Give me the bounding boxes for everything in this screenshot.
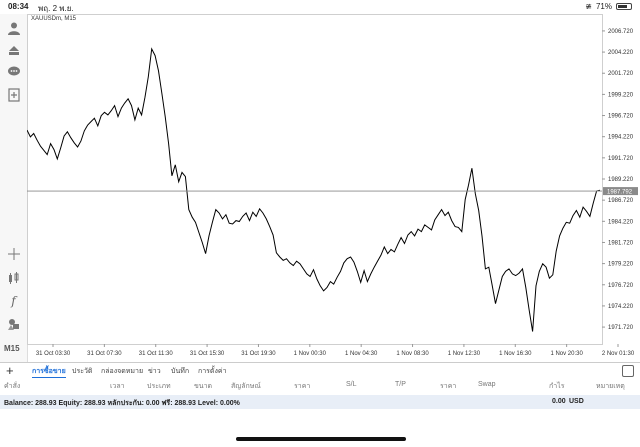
x-tick-label: 1 Nov 00:30 [294, 351, 327, 357]
timeframe-label[interactable]: M15 [4, 344, 20, 353]
price-chart[interactable]: XAUUSDm, M15 2006.720 2004.220 2001.720 199… [26, 14, 640, 362]
y-tick-label: 1994.220 [608, 135, 634, 141]
y-tick-label: 2001.720 [608, 71, 634, 77]
balance-text: Balance: 288.93 Equity: 288.93 หลักประกั… [4, 400, 240, 407]
tab-trade[interactable]: การซื้อขาย [32, 366, 66, 378]
add-icon[interactable]: + [6, 363, 14, 378]
tab-journal[interactable]: บันทึก [171, 368, 190, 375]
battery-percent: 71% [595, 2, 612, 11]
y-tick-label: 1996.720 [608, 114, 634, 120]
y-tick-label: 1986.720 [608, 198, 634, 204]
status-bar: 08:34 พฤ. 2 พ.ย. ≇ 71% [0, 0, 640, 14]
y-tick-label: 1999.220 [608, 92, 634, 98]
y-tick-label: 1984.220 [608, 219, 634, 225]
header-volume: ขนาด [194, 383, 213, 390]
chat-icon[interactable] [4, 62, 23, 81]
new-order-icon[interactable] [4, 85, 23, 104]
y-tick-label: 1976.720 [608, 283, 634, 289]
current-price-label: 1987.792 [607, 189, 633, 195]
bottom-tabs: + การซื้อขาย ประวัติ กล่องจดหมาย ข่าว บั… [0, 362, 640, 378]
x-tick-label: 1 Nov 12:30 [448, 351, 481, 357]
status-right: ≇ 71% [585, 2, 632, 11]
header-symbol: สัญลักษณ์ [231, 383, 261, 390]
crosshair-icon[interactable] [4, 244, 23, 263]
y-tick-label: 2006.720 [608, 29, 634, 35]
header-time: เวลา [110, 383, 125, 390]
tab-news[interactable]: ข่าว [148, 368, 161, 375]
plot-frame [27, 14, 603, 345]
x-tick-label: 2 Nov 01:30 [602, 351, 635, 357]
objects-icon[interactable] [4, 314, 23, 333]
x-tick-label: 31 Oct 15:30 [190, 351, 225, 357]
header-tp: T/P [395, 381, 406, 388]
balance-currency: USD [569, 398, 584, 405]
chart-type-icon[interactable] [4, 268, 23, 287]
chart-symbol: XAUUSDm, M15 [31, 16, 77, 22]
header-profit: กำไร [549, 383, 565, 390]
balance-amount: 0.00 [552, 398, 566, 405]
x-tick-label: 31 Oct 07:30 [87, 351, 122, 357]
header-price: ราคา [294, 383, 311, 390]
table-headers: คำสั่ง เวลา ประเภท ขนาด สัญลักษณ์ ราคา S… [0, 378, 640, 392]
x-tick-label: 1 Nov 08:30 [396, 351, 429, 357]
indicator-icon[interactable]: f [11, 293, 16, 308]
wifi-icon: ≇ [585, 2, 592, 11]
x-tick-label: 1 Nov 20:30 [550, 351, 583, 357]
tab-settings[interactable]: การตั้งค่า [198, 368, 227, 375]
y-tick-label: 2004.220 [608, 50, 634, 56]
y-tick-label: 1981.720 [608, 240, 634, 246]
current-price-tag [603, 187, 638, 196]
left-toolbar: f M15 [0, 14, 28, 362]
chart-svg[interactable]: 2006.720 2004.220 2001.720 1999.220 1996.720… [26, 14, 640, 362]
price-series-line [26, 47, 601, 332]
y-tick-label: 1979.220 [608, 262, 634, 268]
user-icon[interactable] [4, 18, 23, 37]
trade-icon[interactable] [4, 40, 23, 59]
tab-history[interactable]: ประวัติ [72, 368, 93, 375]
header-sl: S/L [346, 381, 357, 388]
header-comment: หมายเหตุ [596, 383, 625, 390]
y-tick-label: 1974.220 [608, 304, 634, 310]
header-current-price: ราคา [440, 383, 457, 390]
x-tick-label: 31 Oct 03:30 [36, 351, 71, 357]
header-order: คำสั่ง [4, 383, 21, 390]
y-tick-label: 1989.220 [608, 177, 634, 183]
y-tick-label: 1991.720 [608, 156, 634, 162]
x-tick-label: 1 Nov 04:30 [345, 351, 378, 357]
status-date: พฤ. 2 พ.ย. [38, 4, 74, 13]
balance-row: Balance: 288.93 Equity: 288.93 หลักประกั… [0, 395, 640, 409]
header-type: ประเภท [147, 383, 171, 390]
battery-icon [616, 3, 632, 10]
x-tick-label: 31 Oct 19:30 [241, 351, 276, 357]
home-indicator[interactable] [236, 437, 406, 441]
tab-mailbox[interactable]: กล่องจดหมาย [101, 368, 144, 375]
x-tick-label: 31 Oct 11:30 [139, 351, 174, 357]
status-time: 08:34 [8, 2, 29, 11]
y-tick-label: 1971.720 [608, 325, 634, 331]
x-tick-label: 1 Nov 16:30 [499, 351, 532, 357]
expand-panel-icon[interactable] [622, 365, 634, 377]
header-swap: Swap [478, 381, 496, 388]
